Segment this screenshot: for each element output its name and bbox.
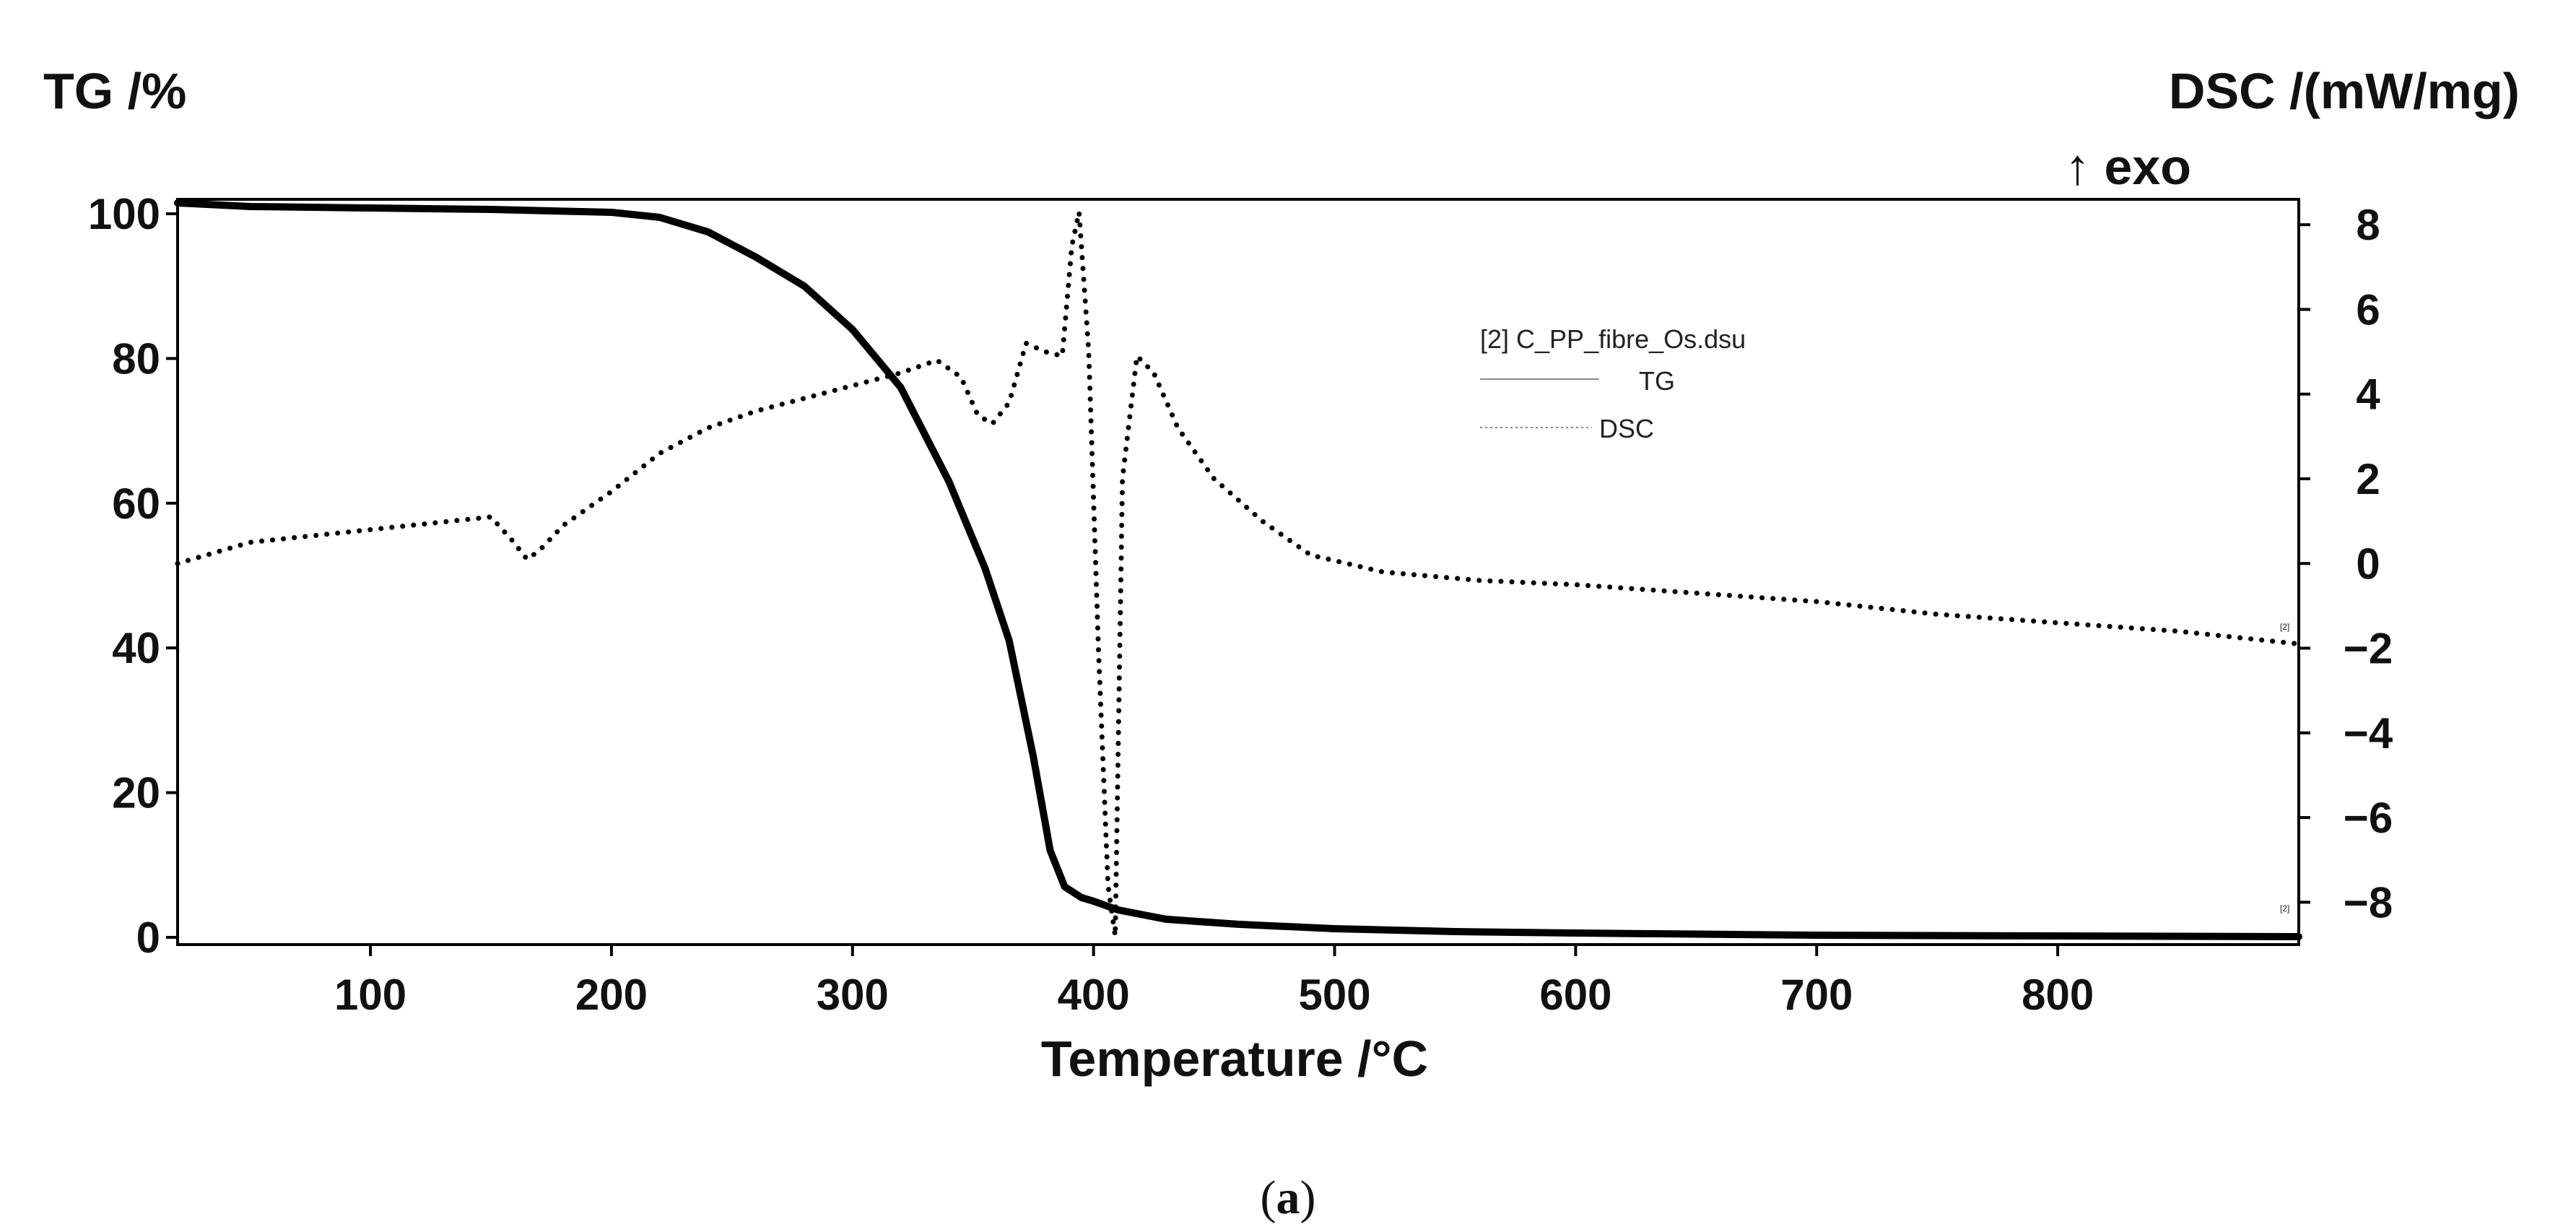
figure-caption: (a): [1261, 1171, 1316, 1224]
y-right-tick-label: −4: [2344, 709, 2393, 758]
x-tick-label: 100: [334, 971, 406, 1019]
x-tick-label: 800: [2022, 971, 2094, 1019]
y-right-tick-label: 2: [2356, 455, 2380, 503]
y-right-tick-label: −2: [2344, 625, 2393, 673]
y-right-tick-label: 4: [2356, 370, 2380, 419]
y-left-axis-title: TG /%: [43, 63, 186, 119]
legend-label-tg: TG: [1639, 366, 1675, 396]
x-axis: 100 200 300 400 500 600 700 800: [334, 945, 2094, 1019]
y-right-tick-label: −8: [2344, 878, 2393, 927]
x-tick-label: 600: [1539, 971, 1611, 1019]
plot-frame: [176, 198, 2300, 946]
x-axis-title: Temperature /°C: [1041, 1031, 1428, 1087]
y-left-tick-label: 20: [112, 769, 160, 817]
y-left-tick-label: 0: [136, 914, 160, 962]
series-layer: [174, 199, 2302, 940]
x-tick-label: 300: [817, 971, 889, 1019]
y-left-tick-label: 60: [112, 480, 160, 528]
y-right-axis: 8 6 4 2 0 −2 −4 −6 −8: [2299, 201, 2393, 927]
y-left-tick-label: 100: [88, 190, 160, 238]
series-dsc-line: [175, 209, 2302, 939]
legend-label-dsc: DSC: [1599, 414, 1654, 443]
y-left-tick-label: 80: [112, 334, 160, 383]
caption-letter: a: [1276, 1171, 1300, 1224]
x-tick-label: 500: [1298, 971, 1370, 1019]
x-tick-label: 400: [1058, 971, 1130, 1019]
legend-file-label: [2] C_PP_fibre_Os.dsu: [1480, 324, 1746, 354]
y-right-tick-label: 0: [2356, 539, 2380, 588]
caption-close: ): [1300, 1171, 1316, 1224]
series-tg-line: [174, 199, 2302, 940]
x-tick-label: 200: [575, 971, 648, 1019]
y-right-tick-label: 8: [2356, 201, 2380, 249]
dsc-end-marker: [2]: [2280, 622, 2289, 632]
y-right-tick-label: 6: [2356, 285, 2380, 334]
y-right-tick-label: −6: [2344, 794, 2393, 842]
legend: [2] C_PP_fibre_Os.dsu TG DSC: [1480, 324, 1746, 443]
y-right-axis-title: DSC /(mW/mg): [2169, 63, 2520, 119]
tg-end-marker: [2]: [2280, 903, 2289, 914]
caption-open: (: [1261, 1171, 1276, 1224]
y-left-axis: 0 20 40 60 80 100: [88, 190, 178, 962]
y-right-axis-subtitle: ↑ exo: [2065, 139, 2191, 195]
x-tick-label: 700: [1780, 971, 1853, 1019]
y-left-tick-label: 40: [112, 624, 160, 672]
